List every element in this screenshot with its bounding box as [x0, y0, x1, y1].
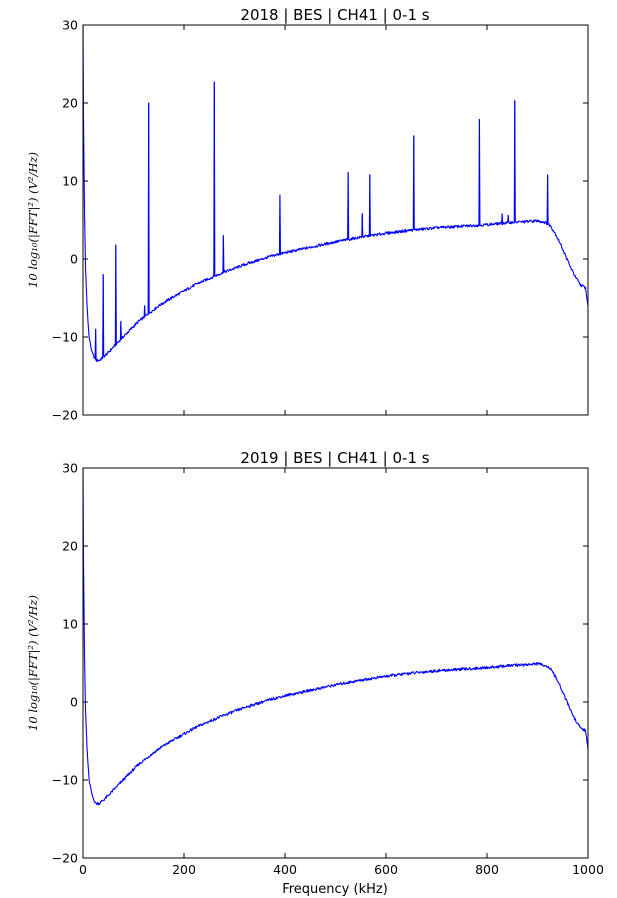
y-tick-label: 20 [62, 96, 78, 111]
y-tick-label: 0 [70, 695, 78, 710]
y-tick-label: −20 [52, 408, 78, 423]
y-tick-label: −10 [52, 330, 78, 345]
chart-title: 2019 | BES | CH41 | 0-1 s [240, 449, 429, 467]
spectrum-line [82, 467, 589, 806]
plot-frame [82, 467, 589, 859]
chart-title: 2018 | BES | CH41 | 0-1 s [240, 6, 429, 24]
x-axis-label: Frequency (kHz) [282, 882, 388, 897]
y-tick-label: −10 [52, 773, 78, 788]
y-tick-label: 30 [62, 461, 78, 476]
y-tick-label: 10 [62, 617, 78, 632]
plot-frame [82, 24, 589, 416]
y-axis-label: 10 log₁₀(|FFT|²) (V²/Hz) [26, 152, 41, 288]
spectrum-line [82, 24, 589, 362]
y-tick-label: 20 [62, 539, 78, 554]
x-tick-label: 400 [273, 862, 297, 877]
panel-2018: 2018 | BES | CH41 | 0-1 s −20−100102030 … [26, 6, 589, 423]
y-axis-label: 10 log₁₀(|FFT|²) (V²/Hz) [26, 595, 41, 731]
x-tick-label: 200 [172, 862, 196, 877]
y-tick-label: 0 [70, 252, 78, 267]
y-tick-label: 10 [62, 174, 78, 189]
x-tick-label: 600 [374, 862, 398, 877]
x-tick-label: 0 [79, 862, 87, 877]
plot-area [83, 468, 588, 858]
panel-2019: 2019 | BES | CH41 | 0-1 s −20−100102030 … [26, 449, 604, 897]
plot-area [83, 25, 588, 415]
y-tick-label: 30 [62, 18, 78, 33]
x-tick-label: 800 [475, 862, 499, 877]
x-tick-label: 1000 [572, 862, 604, 877]
y-tick-label: −20 [52, 851, 78, 866]
